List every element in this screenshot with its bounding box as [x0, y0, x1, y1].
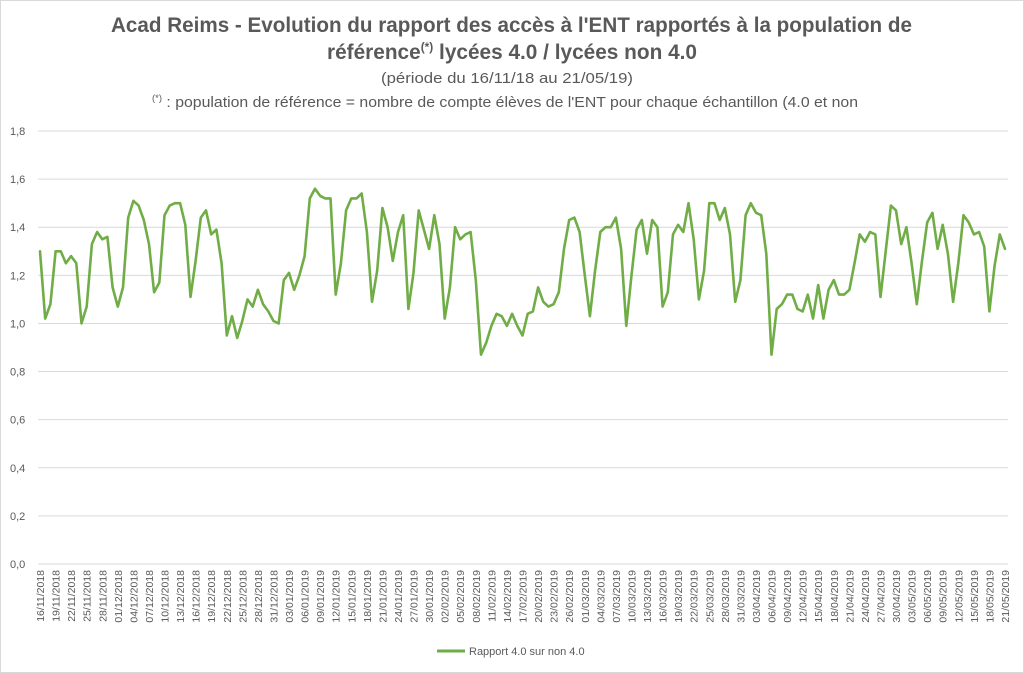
- y-tick-label: 0,2: [10, 511, 25, 523]
- x-tick-label: 17/02/2019: [518, 570, 530, 623]
- x-tick-label: 13/03/2019: [642, 570, 654, 623]
- y-tick-label: 1,2: [10, 270, 25, 282]
- y-tick-label: 0,6: [10, 415, 25, 427]
- x-tick-label: 10/03/2019: [626, 570, 638, 623]
- x-tick-label: 09/05/2019: [938, 570, 950, 623]
- x-tick-label: 11/02/2019: [486, 570, 498, 622]
- x-tick-label: 18/01/2019: [362, 570, 374, 623]
- x-tick-label: 19/03/2019: [673, 570, 685, 623]
- x-tick-label: 27/04/2019: [875, 570, 887, 623]
- footnote-text: : population de référence = nombre de co…: [162, 94, 858, 111]
- y-tick-label: 1,6: [10, 174, 25, 186]
- title-footnote-marker: (*): [421, 40, 434, 54]
- chart-title-line2: référence(*) lycées 4.0 / lycées non 4.0: [327, 40, 697, 64]
- x-tick-label: 07/12/2018: [144, 570, 156, 623]
- x-tick-label: 19/12/2018: [206, 570, 218, 623]
- x-tick-label: 25/11/2018: [82, 570, 94, 622]
- x-tick-label: 08/02/2019: [471, 570, 483, 623]
- x-tick-label: 28/03/2019: [720, 570, 732, 623]
- x-tick-label: 12/04/2019: [798, 570, 810, 623]
- x-tick-label: 14/02/2019: [502, 570, 514, 623]
- y-tick-label: 1,4: [10, 222, 25, 234]
- x-tick-label: 26/02/2019: [564, 570, 576, 623]
- x-tick-label: 31/03/2019: [735, 570, 747, 623]
- x-tick-label: 15/05/2019: [969, 570, 981, 623]
- x-tick-label: 22/12/2018: [222, 570, 234, 623]
- x-tick-label: 04/12/2018: [128, 570, 140, 623]
- x-tick-label: 13/12/2018: [175, 570, 187, 623]
- x-tick-label: 25/03/2019: [704, 570, 716, 623]
- x-tick-label: 28/11/2018: [97, 570, 109, 622]
- footnote-marker: (*): [152, 93, 162, 103]
- x-tick-label: 16/11/2018: [35, 570, 47, 622]
- x-tick-label: 16/12/2018: [191, 570, 203, 623]
- title-line2-part-a: référence: [327, 41, 421, 64]
- x-tick-label: 27/01/2019: [409, 570, 421, 623]
- x-tick-label: 09/04/2019: [782, 570, 794, 623]
- x-tick-label: 16/03/2019: [658, 570, 670, 623]
- y-tick-label: 0,0: [10, 559, 25, 571]
- x-tick-label: 01/12/2018: [113, 570, 125, 623]
- x-tick-label: 25/12/2018: [237, 570, 249, 623]
- x-tick-label: 06/05/2019: [922, 570, 934, 623]
- x-tick-label: 15/01/2019: [346, 570, 358, 623]
- x-tick-label: 10/12/2018: [160, 570, 172, 623]
- title-line2-part-b: lycées 4.0 / lycées non 4.0: [433, 41, 697, 64]
- legend-label: Rapport 4.0 sur non 4.0: [469, 646, 585, 658]
- x-tick-label: 18/05/2019: [984, 570, 996, 623]
- y-tick-label: 0,4: [10, 463, 25, 475]
- x-tick-label: 23/02/2019: [549, 570, 561, 623]
- x-tick-label: 30/04/2019: [891, 570, 903, 623]
- x-tick-label: 31/12/2018: [268, 570, 280, 623]
- y-tick-label: 1,0: [10, 318, 25, 330]
- x-tick-label: 24/01/2019: [393, 570, 405, 623]
- x-tick-label: 05/02/2019: [455, 570, 467, 623]
- x-tick-label: 22/11/2018: [66, 570, 78, 622]
- series-line: [38, 187, 1007, 357]
- x-tick-label: 03/01/2019: [284, 570, 296, 623]
- x-tick-label: 12/01/2019: [331, 570, 343, 623]
- x-tick-label: 21/01/2019: [377, 570, 389, 623]
- x-tick-label: 22/03/2019: [689, 570, 701, 623]
- x-tick-label: 21/05/2019: [1000, 570, 1012, 623]
- chart-subtitle: (période du 16/11/18 au 21/05/19): [381, 70, 633, 87]
- y-tick-label: 0,8: [10, 367, 25, 379]
- chart-footnote: (*) : population de référence = nombre d…: [152, 93, 858, 111]
- x-tick-label: 03/05/2019: [907, 570, 919, 623]
- x-tick-label: 07/03/2019: [611, 570, 623, 623]
- chart-title-line1: Acad Reims - Evolution du rapport des ac…: [111, 14, 912, 37]
- x-tick-label: 12/05/2019: [953, 570, 965, 623]
- x-tick-label: 30/01/2019: [424, 570, 436, 623]
- x-tick-label: 20/02/2019: [533, 570, 545, 623]
- legend: Rapport 4.0 sur non 4.0: [437, 646, 585, 658]
- x-tick-label: 18/04/2019: [829, 570, 841, 623]
- x-tick-label: 06/01/2019: [300, 570, 312, 623]
- x-tick-label: 02/02/2019: [440, 570, 452, 623]
- x-tick-label: 01/03/2019: [580, 570, 592, 623]
- x-tick-label: 04/03/2019: [595, 570, 607, 623]
- x-tick-label: 15/04/2019: [813, 570, 825, 623]
- x-tick-label: 06/04/2019: [767, 570, 779, 623]
- x-tick-label: 21/04/2019: [844, 570, 856, 623]
- x-tick-label: 09/01/2019: [315, 570, 327, 623]
- x-tick-label: 28/12/2018: [253, 570, 265, 623]
- x-tick-label: 03/04/2019: [751, 570, 763, 623]
- y-tick-label: 1,8: [10, 126, 25, 138]
- x-tick-label: 19/11/2018: [51, 570, 63, 622]
- x-tick-label: 24/04/2019: [860, 570, 872, 623]
